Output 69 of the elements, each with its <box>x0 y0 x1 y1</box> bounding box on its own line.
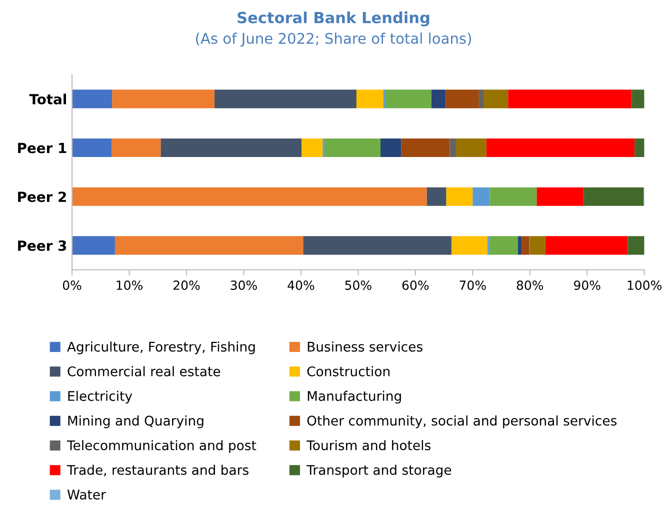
x-tick-label: 80% <box>516 280 544 290</box>
bar <box>385 90 432 108</box>
bar <box>632 90 644 108</box>
legend-label: Other community, social and personal services <box>307 415 617 428</box>
x-tick-label: 40% <box>288 280 314 290</box>
bar <box>545 236 628 255</box>
legend-label: Transport and storage <box>306 464 452 478</box>
bar <box>628 236 644 255</box>
x-tick-label: 30% <box>230 280 257 290</box>
x-tick-label: 100% <box>628 280 662 290</box>
legend-label: Electricity <box>68 390 132 404</box>
bar <box>72 138 112 158</box>
bar <box>112 90 215 108</box>
bar <box>530 236 546 255</box>
x-tick-label: 10% <box>116 280 142 290</box>
x-tick-label: 0% <box>62 280 82 290</box>
bar <box>486 138 635 158</box>
x-tick-label: 90% <box>574 280 600 290</box>
y-tick-label: Peer 2 <box>18 192 66 202</box>
bar <box>303 236 452 255</box>
bar <box>380 138 402 158</box>
bar <box>536 187 584 206</box>
legend-label: Agriculture, Forestry, Fishing <box>67 341 255 354</box>
bar <box>401 138 450 158</box>
bar <box>518 236 522 255</box>
bar <box>634 138 644 158</box>
bar <box>584 187 644 206</box>
x-tick-label: 50% <box>345 280 372 290</box>
bar <box>302 138 323 158</box>
bar <box>214 90 356 108</box>
bar <box>72 236 115 255</box>
x-tick-label: 20% <box>174 280 200 290</box>
bar <box>484 90 508 108</box>
bar <box>472 187 490 206</box>
x-tick-label: 60% <box>402 280 429 290</box>
bar <box>490 187 537 206</box>
bar <box>450 138 456 158</box>
chart-subtitle: (As of June 2022; Share of total loans) <box>196 32 471 47</box>
bar <box>324 138 380 158</box>
legend-label: Commercial real estate <box>68 366 220 376</box>
legend-label: Manufacturing <box>308 390 401 404</box>
bar <box>426 187 446 206</box>
bar <box>72 187 427 206</box>
bar <box>431 90 446 108</box>
legend-label: Tourism and hotels <box>306 440 430 450</box>
y-tick-label: Peer 3 <box>18 240 66 251</box>
legend-label: Business services <box>308 341 422 352</box>
chart-title: Sectoral Bank Lending <box>238 12 430 26</box>
bar <box>446 187 473 206</box>
bar <box>446 90 479 108</box>
legend-label: Water <box>67 490 106 500</box>
bar <box>508 90 632 108</box>
bar <box>72 90 112 108</box>
bar <box>356 90 384 108</box>
legend-label: Construction <box>307 366 390 376</box>
legend-label: Mining and Quarying <box>68 415 204 428</box>
legend-label: Trade, restaurants and bars <box>66 464 248 476</box>
bar <box>112 138 161 158</box>
bar <box>522 236 530 255</box>
bar <box>489 236 518 255</box>
legend-label: Telecommunication and post <box>66 440 256 453</box>
bar <box>160 138 302 158</box>
y-tick-label: Total <box>29 94 66 104</box>
bar <box>478 90 484 108</box>
bar <box>456 138 486 158</box>
y-tick-label: Peer 1 <box>18 142 66 154</box>
bar <box>114 236 304 255</box>
bar <box>451 236 488 255</box>
x-tick-label: 70% <box>460 280 486 290</box>
